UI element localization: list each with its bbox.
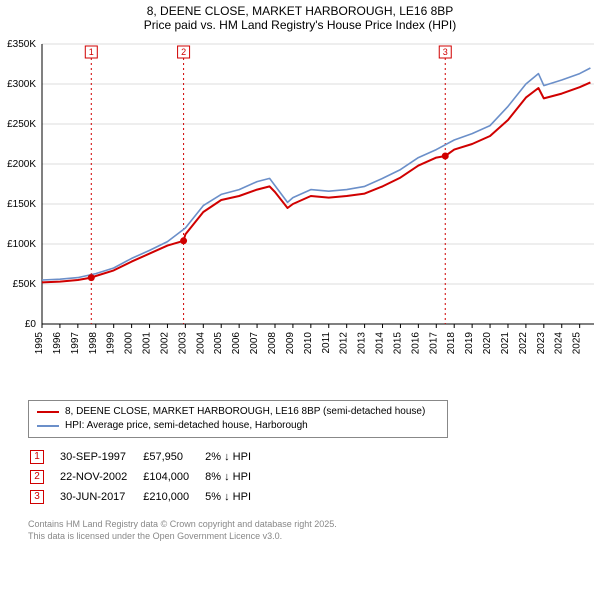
legend: 8, DEENE CLOSE, MARKET HARBOROUGH, LE16 … bbox=[28, 400, 448, 438]
legend-label: HPI: Average price, semi-detached house,… bbox=[65, 419, 308, 433]
footer-attribution: Contains HM Land Registry data © Crown c… bbox=[28, 518, 600, 548]
footer-line1: Contains HM Land Registry data © Crown c… bbox=[28, 518, 600, 530]
legend-swatch bbox=[37, 425, 59, 427]
legend-row: HPI: Average price, semi-detached house,… bbox=[37, 419, 439, 433]
svg-text:2004: 2004 bbox=[195, 332, 206, 355]
sale-marker-badge: 2 bbox=[30, 470, 44, 484]
title-line1: 8, DEENE CLOSE, MARKET HARBOROUGH, LE16 … bbox=[0, 4, 600, 18]
svg-text:2023: 2023 bbox=[536, 332, 547, 355]
svg-text:2016: 2016 bbox=[410, 332, 421, 355]
svg-text:2002: 2002 bbox=[159, 332, 170, 355]
legend-row: 8, DEENE CLOSE, MARKET HARBOROUGH, LE16 … bbox=[37, 405, 439, 419]
svg-text:£250K: £250K bbox=[7, 119, 36, 130]
sale-date: 30-SEP-1997 bbox=[60, 448, 141, 466]
svg-text:1998: 1998 bbox=[88, 332, 99, 355]
svg-text:2013: 2013 bbox=[357, 332, 368, 355]
sale-price: £210,000 bbox=[143, 488, 203, 506]
svg-text:2003: 2003 bbox=[177, 332, 188, 355]
sale-delta: 5% ↓ HPI bbox=[205, 488, 265, 506]
svg-text:2015: 2015 bbox=[392, 332, 403, 355]
sale-delta: 8% ↓ HPI bbox=[205, 468, 265, 486]
svg-text:£100K: £100K bbox=[7, 239, 36, 250]
sale-marker-badge: 3 bbox=[30, 490, 44, 504]
svg-text:2018: 2018 bbox=[446, 332, 457, 355]
svg-text:2008: 2008 bbox=[267, 332, 278, 355]
sale-delta: 2% ↓ HPI bbox=[205, 448, 265, 466]
svg-text:1: 1 bbox=[89, 47, 94, 57]
sale-price: £57,950 bbox=[143, 448, 203, 466]
svg-text:£50K: £50K bbox=[13, 279, 37, 290]
svg-text:2006: 2006 bbox=[231, 332, 242, 355]
svg-text:2007: 2007 bbox=[249, 332, 260, 355]
svg-text:2021: 2021 bbox=[500, 332, 511, 355]
svg-text:2020: 2020 bbox=[482, 332, 493, 355]
svg-text:2010: 2010 bbox=[303, 332, 314, 355]
table-row: 3 30-JUN-2017£210,0005% ↓ HPI bbox=[30, 488, 265, 506]
svg-text:£0: £0 bbox=[25, 319, 37, 330]
sale-date: 22-NOV-2002 bbox=[60, 468, 141, 486]
svg-text:2019: 2019 bbox=[464, 332, 475, 355]
title-line2: Price paid vs. HM Land Registry's House … bbox=[0, 18, 600, 32]
svg-text:2014: 2014 bbox=[375, 332, 386, 355]
svg-text:2000: 2000 bbox=[124, 332, 135, 355]
svg-text:2025: 2025 bbox=[572, 332, 583, 355]
svg-text:£350K: £350K bbox=[7, 39, 36, 50]
table-row: 2 22-NOV-2002£104,0008% ↓ HPI bbox=[30, 468, 265, 486]
svg-text:2009: 2009 bbox=[285, 332, 296, 355]
sale-marker-badge: 1 bbox=[30, 450, 44, 464]
svg-text:2001: 2001 bbox=[142, 332, 153, 355]
svg-text:2011: 2011 bbox=[321, 332, 332, 354]
svg-text:1996: 1996 bbox=[52, 332, 63, 355]
svg-text:£150K: £150K bbox=[7, 199, 36, 210]
svg-text:2022: 2022 bbox=[518, 332, 529, 355]
svg-text:3: 3 bbox=[443, 47, 448, 57]
sale-price: £104,000 bbox=[143, 468, 203, 486]
svg-text:2: 2 bbox=[181, 47, 186, 57]
footer-line2: This data is licensed under the Open Gov… bbox=[28, 530, 600, 542]
svg-text:1999: 1999 bbox=[106, 332, 117, 355]
svg-text:2024: 2024 bbox=[554, 332, 565, 355]
svg-text:2012: 2012 bbox=[339, 332, 350, 355]
svg-text:£200K: £200K bbox=[7, 159, 36, 170]
legend-label: 8, DEENE CLOSE, MARKET HARBOROUGH, LE16 … bbox=[65, 405, 425, 419]
svg-text:2005: 2005 bbox=[213, 332, 224, 355]
table-row: 1 30-SEP-1997£57,9502% ↓ HPI bbox=[30, 448, 265, 466]
price-chart: £0 £50K £100K £150K £200K £250K £300K £350K 1995… bbox=[0, 34, 600, 394]
chart-title-block: 8, DEENE CLOSE, MARKET HARBOROUGH, LE16 … bbox=[0, 0, 600, 34]
legend-swatch bbox=[37, 411, 59, 413]
svg-text:£300K: £300K bbox=[7, 79, 36, 90]
svg-text:1995: 1995 bbox=[34, 332, 45, 355]
svg-text:1997: 1997 bbox=[70, 332, 81, 355]
chart-area: £0 £50K £100K £150K £200K £250K £300K £350K 1995… bbox=[0, 34, 600, 394]
sale-date: 30-JUN-2017 bbox=[60, 488, 141, 506]
svg-text:2017: 2017 bbox=[428, 332, 439, 355]
sales-table: 1 30-SEP-1997£57,9502% ↓ HPI 2 22-NOV-2002£… bbox=[28, 446, 267, 508]
